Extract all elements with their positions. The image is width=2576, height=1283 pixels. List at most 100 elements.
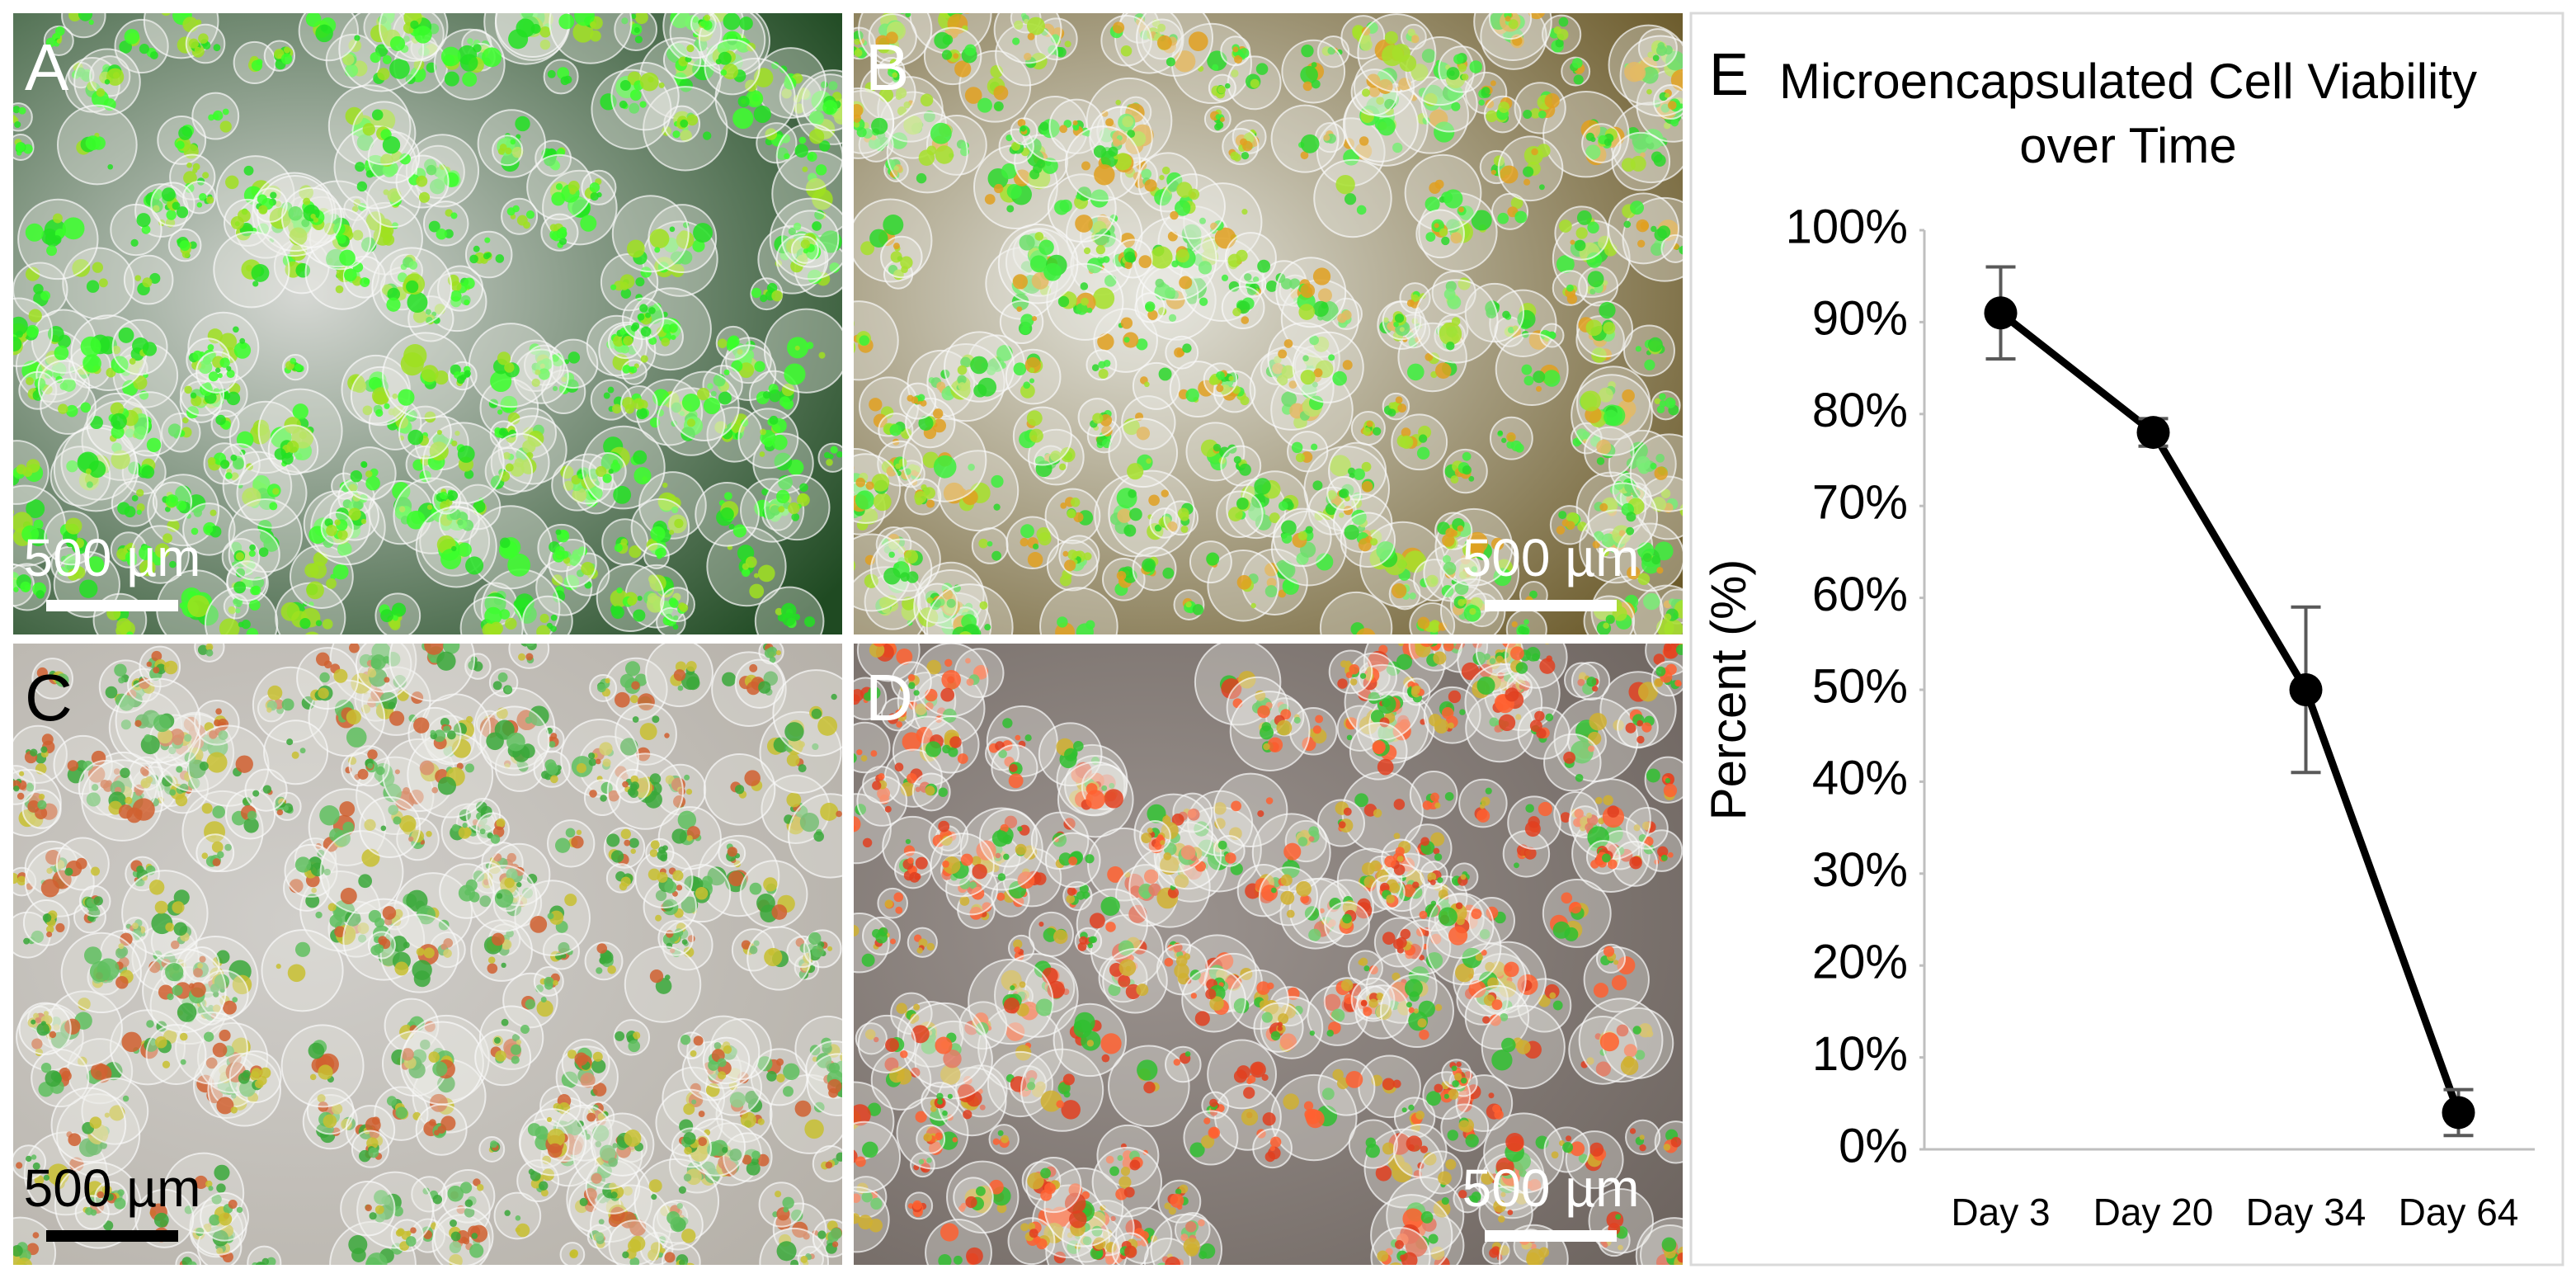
cell bbox=[315, 620, 323, 626]
cell bbox=[1585, 319, 1603, 337]
cell bbox=[421, 365, 439, 383]
cell bbox=[510, 462, 525, 477]
cell bbox=[833, 110, 842, 125]
cell bbox=[911, 396, 919, 404]
cell bbox=[860, 241, 875, 256]
cell bbox=[473, 44, 482, 53]
cell bbox=[749, 583, 765, 599]
cell bbox=[1278, 589, 1287, 598]
cell bbox=[257, 1075, 267, 1086]
cell bbox=[854, 466, 855, 470]
cell bbox=[678, 602, 686, 611]
cell bbox=[1027, 32, 1035, 40]
cell bbox=[1417, 616, 1430, 630]
cell bbox=[251, 585, 261, 596]
cell bbox=[1679, 245, 1683, 255]
cell bbox=[1497, 430, 1503, 436]
cell bbox=[648, 1179, 662, 1193]
cell bbox=[274, 49, 285, 59]
cell bbox=[153, 205, 160, 212]
cell bbox=[1067, 550, 1078, 560]
cell bbox=[987, 540, 993, 547]
cell bbox=[784, 363, 806, 385]
cell bbox=[538, 368, 550, 380]
cell bbox=[1493, 568, 1512, 587]
cell bbox=[1136, 427, 1151, 441]
cell bbox=[1038, 239, 1054, 256]
cell bbox=[1622, 389, 1635, 403]
cell bbox=[1443, 189, 1463, 209]
cell bbox=[258, 547, 269, 558]
cell bbox=[539, 363, 545, 369]
cell bbox=[768, 389, 782, 403]
cell bbox=[129, 358, 136, 365]
cell bbox=[1228, 507, 1243, 521]
cell bbox=[686, 418, 696, 427]
cell bbox=[1075, 215, 1093, 233]
cell bbox=[1281, 533, 1293, 544]
cell bbox=[24, 584, 30, 590]
cell bbox=[1623, 220, 1632, 229]
cell bbox=[798, 136, 807, 144]
cell bbox=[515, 116, 530, 132]
cell bbox=[232, 997, 238, 1002]
cell bbox=[1076, 303, 1088, 315]
cell bbox=[920, 93, 934, 107]
cell bbox=[1020, 324, 1030, 335]
cell bbox=[1603, 622, 1609, 629]
cell bbox=[564, 894, 577, 907]
capsule bbox=[610, 61, 680, 131]
cell bbox=[1006, 183, 1022, 200]
cell bbox=[1120, 317, 1133, 329]
cell bbox=[549, 224, 558, 232]
cell bbox=[176, 206, 189, 219]
cell bbox=[612, 460, 619, 465]
cell bbox=[450, 212, 458, 219]
cell bbox=[18, 106, 26, 115]
cell bbox=[176, 140, 185, 149]
cell bbox=[246, 628, 259, 634]
cell bbox=[176, 500, 187, 512]
cell bbox=[213, 110, 224, 121]
cell bbox=[457, 445, 475, 463]
cell bbox=[616, 587, 623, 594]
cell bbox=[276, 809, 284, 816]
cell bbox=[520, 0, 535, 12]
cell bbox=[1029, 428, 1043, 443]
cell bbox=[1192, 604, 1204, 616]
cell bbox=[631, 681, 640, 690]
cell bbox=[398, 389, 415, 406]
cell bbox=[476, 1183, 484, 1191]
cell bbox=[233, 326, 239, 333]
cell bbox=[718, 338, 728, 348]
cell bbox=[1236, 498, 1249, 510]
cell bbox=[154, 543, 170, 559]
cell bbox=[798, 764, 807, 773]
cell bbox=[1470, 543, 1485, 558]
cell bbox=[365, 170, 374, 178]
cell bbox=[206, 196, 214, 204]
cell bbox=[1510, 196, 1523, 210]
cell bbox=[67, 568, 79, 581]
cell bbox=[684, 774, 690, 781]
cell bbox=[1024, 356, 1041, 374]
cell bbox=[86, 280, 100, 293]
cell bbox=[131, 494, 139, 502]
cell bbox=[1508, 19, 1519, 30]
cell bbox=[871, 117, 888, 134]
cell bbox=[183, 6, 189, 12]
cell bbox=[1654, 228, 1667, 242]
cell bbox=[1233, 153, 1241, 162]
cell bbox=[607, 965, 616, 974]
cell bbox=[522, 887, 534, 899]
cell bbox=[416, 175, 428, 187]
cell bbox=[602, 474, 612, 483]
cell bbox=[802, 166, 808, 172]
cell bbox=[1083, 247, 1091, 255]
cell bbox=[1323, 134, 1330, 141]
cell bbox=[1171, 260, 1179, 268]
cell bbox=[1596, 439, 1612, 455]
cell bbox=[794, 345, 800, 351]
cell bbox=[624, 839, 631, 847]
panel-label: B bbox=[865, 31, 909, 104]
